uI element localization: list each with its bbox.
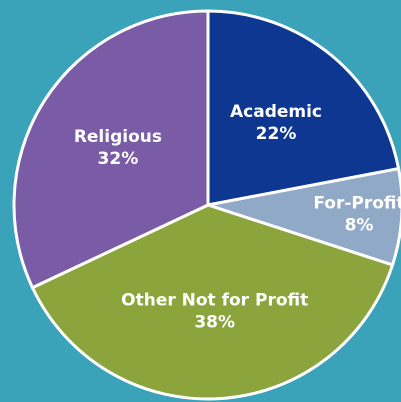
- slice-value-label: 38%: [194, 312, 235, 332]
- slice-label: Academic: [230, 102, 322, 122]
- pie-slice: [12, 9, 210, 290]
- slice-value-label: 32%: [98, 149, 139, 169]
- pie-slice: [30, 203, 395, 401]
- pie-slice: [206, 9, 401, 207]
- slice-label: For-Profit: [313, 194, 401, 214]
- slice-value-label: 22%: [256, 124, 297, 144]
- slice-value-label: 8%: [345, 216, 374, 236]
- slice-label: Other Not for Profit: [121, 290, 308, 310]
- slice-label: Religious: [74, 127, 162, 147]
- pie-slice: [207, 166, 401, 267]
